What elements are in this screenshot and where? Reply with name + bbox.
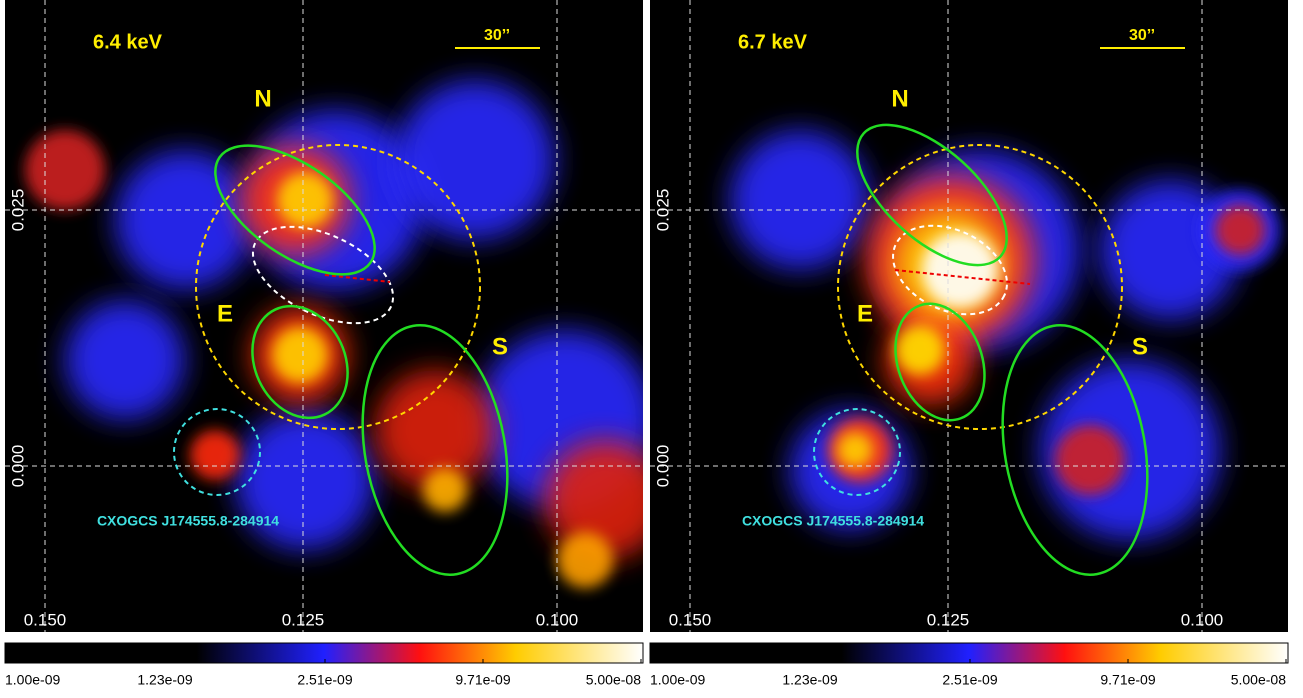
region-label: E <box>857 300 873 327</box>
emission <box>423 468 467 512</box>
panel: 6.7 keV 30’’ N E S CXOGCS J174555.8-284914 0.1… <box>649 0 1289 688</box>
emission <box>277 172 333 228</box>
energy-label: 6.4 keV <box>93 31 163 53</box>
region-ellipse <box>856 123 1008 267</box>
emission <box>545 440 643 560</box>
colorbar-label: 9.71e-09 <box>455 672 510 688</box>
colorbar-label: 2.51e-09 <box>297 672 352 688</box>
emission <box>1040 360 1220 540</box>
region-ellipse <box>892 224 1008 316</box>
scale-label: 30’’ <box>1129 27 1155 44</box>
region-ellipse <box>251 225 395 325</box>
region-ellipse <box>251 304 349 420</box>
emission <box>65 300 185 420</box>
colorbar-label: 1.00e-09 <box>650 672 705 688</box>
emission <box>1055 425 1125 495</box>
emission <box>557 532 613 588</box>
region-label: E <box>217 300 233 327</box>
region-ellipse <box>894 302 986 422</box>
region-label: S <box>492 333 508 360</box>
x-tick-label: 0.100 <box>1181 610 1224 629</box>
region-label: N <box>891 85 908 112</box>
y-tick-label: 0.000 <box>8 445 27 488</box>
x-tick-label: 0.125 <box>282 610 325 629</box>
emission <box>730 130 870 270</box>
emission <box>395 80 555 240</box>
panel: 6.4 keV 30’’ N E S CXOGCS J174555.8-284914 0.1… <box>4 0 644 688</box>
region-ellipse <box>214 144 376 276</box>
colorbar-label: 5.00e-08 <box>586 672 641 688</box>
scale-label: 30’’ <box>484 27 510 44</box>
region-circle <box>195 144 481 430</box>
source-label: CXOGCS J174555.8-284914 <box>97 513 279 529</box>
colorbar <box>4 642 644 664</box>
y-tick-label: 0.025 <box>8 189 27 232</box>
colorbar-label: 1.23e-09 <box>782 672 837 688</box>
emission <box>115 150 255 290</box>
x-tick-label: 0.150 <box>24 610 67 629</box>
x-tick-label: 0.125 <box>927 610 970 629</box>
source-circle <box>813 408 901 496</box>
emission <box>922 232 998 308</box>
colorbar-label: 2.51e-09 <box>942 672 997 688</box>
emission <box>375 370 495 490</box>
region-ellipse <box>1001 324 1149 576</box>
colorbar-label: 9.71e-09 <box>1100 672 1155 688</box>
source-label: CXOGCS J174555.8-284914 <box>742 513 924 529</box>
colorbar <box>649 642 1289 664</box>
emission <box>272 327 328 383</box>
emission <box>1215 205 1265 255</box>
y-tick-label: 0.000 <box>653 445 672 488</box>
image <box>650 0 1288 632</box>
region-circle <box>837 144 1123 430</box>
region-label: S <box>1132 333 1148 360</box>
x-tick-label: 0.150 <box>669 610 712 629</box>
y-tick-label: 0.025 <box>653 189 672 232</box>
emission <box>837 432 873 468</box>
emission <box>895 325 945 375</box>
colorbar-label: 1.00e-09 <box>5 672 60 688</box>
x-tick-label: 0.100 <box>536 610 579 629</box>
image <box>5 0 643 632</box>
axis-line <box>894 269 1031 285</box>
colorbar-label: 1.23e-09 <box>137 672 192 688</box>
region-label: N <box>254 85 271 112</box>
region-ellipse <box>361 324 509 576</box>
colorbar-label: 5.00e-08 <box>1231 672 1286 688</box>
emission <box>235 410 375 550</box>
emission <box>190 430 240 480</box>
source-circle <box>173 408 261 496</box>
emission <box>25 130 105 210</box>
energy-label: 6.7 keV <box>738 31 808 53</box>
axis-line <box>324 274 391 283</box>
